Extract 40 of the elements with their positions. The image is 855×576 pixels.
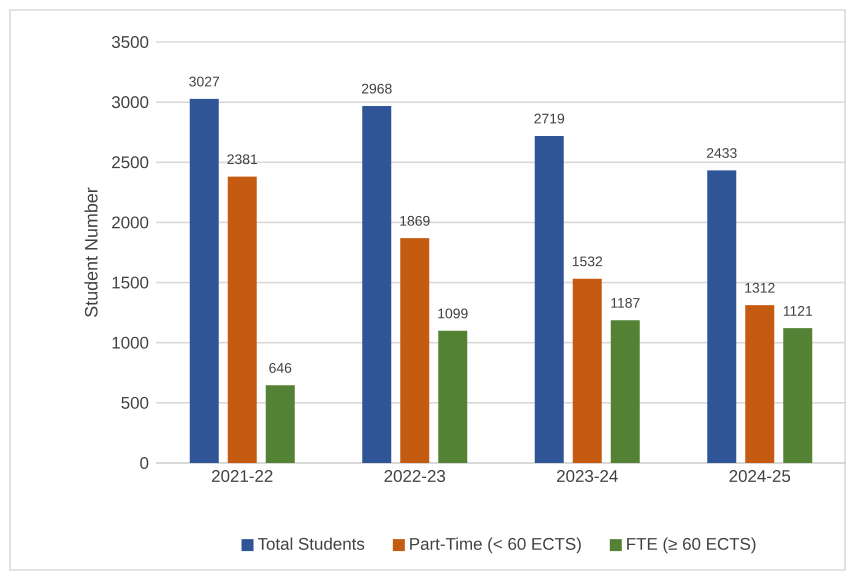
legend-label: Part-Time (< 60 ECTS) <box>410 537 581 554</box>
data-label: 3027 <box>189 76 220 86</box>
data-label: 646 <box>269 363 292 373</box>
x-tick-label: 2024-25 <box>730 470 790 482</box>
legend-label: FTE (≥ 60 ECTS) <box>627 537 756 554</box>
y-tick-label: 1000 <box>112 336 148 349</box>
data-label: 2968 <box>362 84 392 94</box>
y-tick-label: 2000 <box>112 216 148 228</box>
x-tick-label: 2022-23 <box>384 470 446 482</box>
y-axis-title: Student Number <box>84 188 98 317</box>
bar <box>266 385 295 463</box>
legend-label: Total Students <box>258 537 364 550</box>
y-tick-label: 3000 <box>112 96 148 108</box>
bar <box>438 330 468 463</box>
data-label: 1099 <box>438 308 468 318</box>
y-tick-label: 2500 <box>112 156 148 168</box>
bar <box>572 278 602 463</box>
data-label: 1312 <box>745 282 775 293</box>
y-tick-label: 1500 <box>112 276 148 289</box>
bar <box>610 320 640 463</box>
data-label: 1869 <box>400 216 430 226</box>
bar <box>228 176 257 463</box>
bar <box>400 238 430 463</box>
bar <box>534 136 564 463</box>
bar <box>783 328 812 463</box>
y-tick-label: 500 <box>121 396 148 409</box>
data-label: 1187 <box>611 298 640 308</box>
bar <box>745 305 774 463</box>
data-label: 1121 <box>784 306 812 316</box>
data-label: 2433 <box>706 148 737 158</box>
data-label: 2719 <box>534 114 564 124</box>
y-tick-label: 3500 <box>112 36 148 48</box>
data-label: 1532 <box>572 256 602 266</box>
y-tick-label: 0 <box>140 457 148 469</box>
x-tick-label: 2023-24 <box>557 470 618 482</box>
bar <box>707 170 736 463</box>
bar <box>362 106 392 463</box>
bar <box>190 98 219 463</box>
x-tick-label: 2021-22 <box>212 470 272 482</box>
data-label: 2381 <box>227 154 258 164</box>
